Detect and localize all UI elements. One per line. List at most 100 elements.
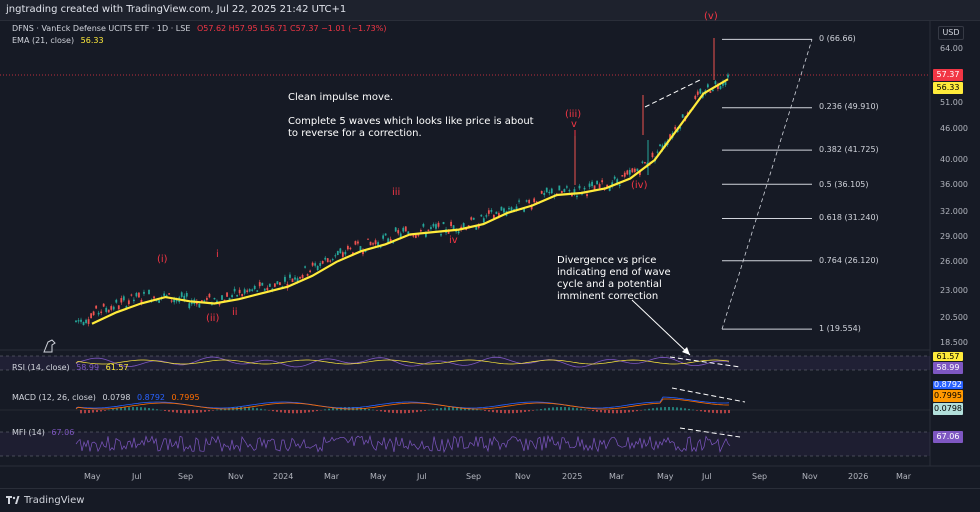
- macd-histogram-bar: [508, 410, 510, 413]
- candle-body: [720, 86, 722, 89]
- candle-body: [284, 277, 286, 282]
- symbol-title[interactable]: DFNS · VanEck Defense UCITS ETF · 1D · L…: [12, 24, 190, 33]
- candle-body: [523, 209, 525, 212]
- wave-label-v[interactable]: v: [571, 119, 577, 130]
- macd-histogram-bar: [412, 410, 414, 413]
- macd-histogram-bar: [420, 410, 422, 412]
- footer: TradingView: [0, 488, 980, 512]
- candle-body: [83, 322, 85, 325]
- candle-body: [319, 263, 321, 266]
- candle-body: [181, 292, 183, 297]
- candle-body: [206, 298, 208, 300]
- fib-label-1: 1 (19.554): [819, 324, 861, 333]
- rsi-label[interactable]: RSI (14, close): [12, 363, 70, 372]
- candle-body: [188, 303, 190, 308]
- macd-histogram-bar: [140, 407, 142, 410]
- macd-histogram-bar: [212, 410, 214, 411]
- macd-label[interactable]: MACD (12, 26, close): [12, 393, 96, 402]
- wave-label-iii[interactable]: iii: [392, 187, 400, 198]
- macd-histogram-bar: [572, 408, 574, 411]
- candle-body: [438, 223, 440, 227]
- candle-body: [694, 96, 696, 99]
- candle-body: [90, 313, 92, 318]
- macd-histogram-bar: [576, 408, 578, 410]
- macd-histogram-bar: [128, 407, 130, 410]
- candle-body: [626, 170, 628, 174]
- candle-body: [541, 191, 543, 194]
- price-tick: 40.000: [940, 155, 968, 164]
- macd-histogram-bar: [624, 410, 626, 413]
- macd-histogram-bar: [132, 407, 134, 410]
- price-tick: 32.000: [940, 207, 968, 216]
- time-tick: Sep: [752, 472, 767, 481]
- candle-body: [526, 200, 528, 201]
- candle-body: [483, 218, 485, 222]
- impulse-note[interactable]: Clean impulse move. Complete 5 waves whi…: [288, 92, 534, 140]
- footer-brand[interactable]: TradingView: [24, 495, 84, 506]
- macd-histogram-bar: [144, 408, 146, 411]
- candle-body: [198, 304, 200, 308]
- candle-body: [221, 295, 223, 300]
- time-tick: May: [370, 472, 387, 481]
- macd-histogram-bar: [396, 410, 398, 413]
- candle-body: [168, 293, 170, 294]
- currency-button[interactable]: USD: [938, 26, 964, 40]
- price-tick: 64.00: [940, 44, 963, 53]
- macd-histogram-bar: [300, 410, 302, 413]
- wave-label-v-paren[interactable]: (v): [704, 11, 718, 22]
- candle-body: [473, 218, 475, 220]
- macd-histogram-bar: [668, 407, 670, 410]
- mfi-label[interactable]: MFI (14): [12, 428, 45, 437]
- candle-body: [596, 181, 598, 185]
- candle-body: [430, 227, 432, 229]
- macd-histogram-bar: [536, 410, 538, 411]
- macd-histogram-bar: [540, 409, 542, 410]
- wave-label-i[interactable]: i: [216, 249, 219, 260]
- candle-body: [453, 225, 455, 229]
- time-tick: Jul: [702, 472, 712, 481]
- candle-body: [367, 239, 369, 240]
- macd-histogram-bar: [332, 408, 334, 410]
- macd-histogram-bar: [96, 410, 98, 412]
- macd-histogram-bar: [512, 410, 514, 413]
- macd-histogram-bar: [108, 410, 110, 411]
- macd-histogram-bar: [280, 410, 282, 412]
- macd-histogram-bar: [524, 410, 526, 412]
- candle-body: [636, 169, 638, 171]
- macd-histogram-bar: [516, 410, 518, 413]
- candle-body: [128, 300, 130, 304]
- candle-body: [337, 251, 339, 255]
- macd-histogram-bar: [380, 410, 382, 411]
- candle-body: [402, 228, 404, 232]
- divergence-note[interactable]: Divergence vs price indicating end of wa…: [557, 255, 671, 303]
- macd-histogram-bar: [556, 407, 558, 410]
- wave-label-iv[interactable]: iv: [449, 235, 458, 246]
- macd-histogram-bar: [92, 410, 94, 413]
- time-tick: Sep: [178, 472, 193, 481]
- candle-body: [339, 248, 341, 253]
- macd-histogram-bar: [388, 410, 390, 413]
- tradingview-logo-icon: [6, 495, 20, 505]
- candle-body: [470, 217, 472, 219]
- candle-body: [236, 295, 238, 296]
- rsi-tag-b: 58.99: [933, 362, 963, 374]
- candle-body: [85, 320, 87, 323]
- candle-body: [342, 252, 344, 257]
- wave-label-iv-paren[interactable]: (iv): [631, 180, 648, 191]
- wave-label-ii-paren[interactable]: (ii): [206, 313, 219, 324]
- macd-histogram-bar: [124, 407, 126, 410]
- rsi-tag-a: 61.57: [933, 352, 963, 361]
- candle-body: [501, 207, 503, 211]
- macd-histogram-bar: [620, 410, 622, 413]
- wave-label-i-paren[interactable]: (i): [157, 254, 168, 265]
- ema-label[interactable]: EMA (21, close): [12, 36, 74, 45]
- candle-body: [214, 298, 216, 299]
- candle-body: [251, 289, 253, 290]
- macd-histogram-bar: [520, 410, 522, 413]
- candle-body: [158, 300, 160, 303]
- wave-label-ii[interactable]: ii: [232, 307, 238, 318]
- candle-body: [458, 231, 460, 233]
- time-tick: Nov: [515, 472, 531, 481]
- candle-body: [551, 189, 553, 194]
